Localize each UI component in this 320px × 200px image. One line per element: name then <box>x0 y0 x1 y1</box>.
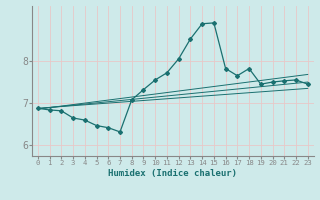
X-axis label: Humidex (Indice chaleur): Humidex (Indice chaleur) <box>108 169 237 178</box>
